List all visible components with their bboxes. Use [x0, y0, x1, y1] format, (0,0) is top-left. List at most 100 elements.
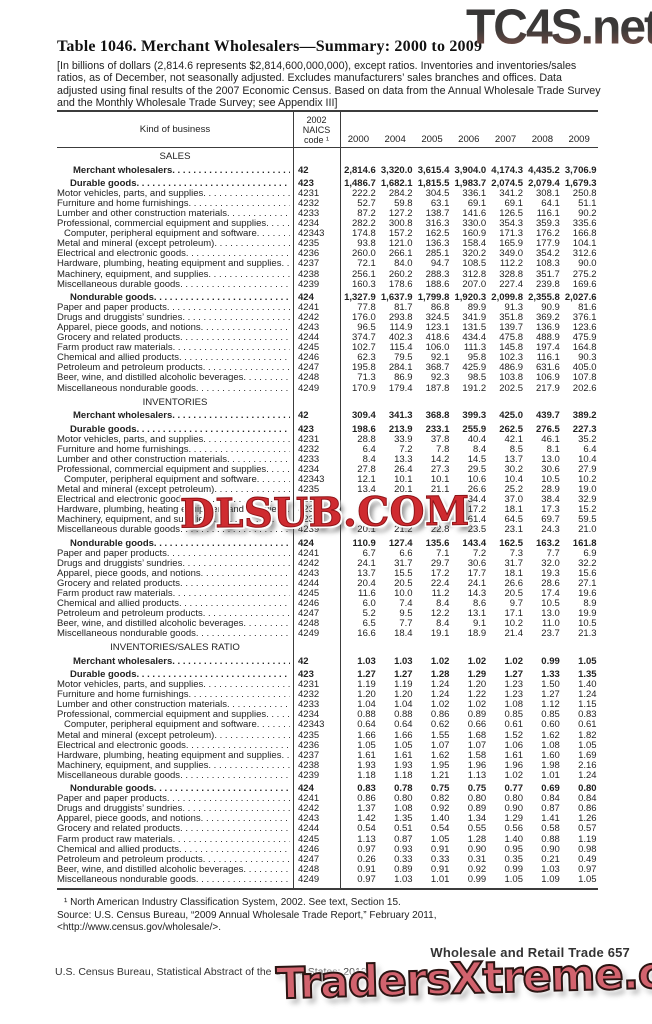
value-cell: 28.8: [357, 433, 376, 445]
value-cell: 202.5: [499, 382, 523, 394]
value-cells: 1.42 1.35 1.40 1.34 1.29 1.41 1.26: [340, 814, 598, 824]
value-cell: 18.1: [504, 504, 523, 516]
row-label-wrap: Computer, peripheral equipment and softw…: [57, 720, 290, 730]
row-label: Lumber and other construction materials: [57, 454, 228, 465]
row-label-cell: Lumber and other construction materials: [57, 700, 293, 710]
value-cell: 308.1: [536, 188, 560, 200]
value-cell: 90.3: [578, 352, 597, 364]
naics-code-cell: 4245: [298, 587, 320, 599]
value-cells: 1.19 1.19 1.24 1.20 1.23 1.50 1.40: [340, 680, 598, 690]
naics-code-cell: 4247: [298, 362, 320, 374]
table-row: Miscellaneous durable goods423920.121.22…: [57, 525, 598, 535]
value-cell: 21.1: [430, 483, 450, 495]
row-label-wrap: Nondurable goods: [57, 293, 290, 303]
row-label-cell: Merchant wholesalers: [57, 657, 293, 667]
value-cell: 10.5: [541, 473, 560, 485]
value-cell: 262.5: [499, 423, 523, 435]
row-label-cell: Computer, peripheral equipment and softw…: [57, 720, 293, 730]
value-cell: 21.4: [504, 628, 523, 640]
row-label-wrap: Beer, wine, and distilled alcoholic beve…: [57, 865, 290, 875]
value-cells: 77.8 81.7 86.8 89.9 91.3 90.9 81.6: [340, 303, 598, 313]
row-label-wrap: Durable goods: [57, 425, 290, 435]
value-cell: 18.1: [504, 567, 523, 579]
value-cells: 72.1 84.0 94.7 108.5 112.2 108.3 90.0: [340, 259, 598, 269]
value-cell: 22.8: [430, 524, 450, 536]
table-row: Nondurable goods4240.830.780.750.750.770…: [57, 784, 598, 794]
table-row: Metal and mineral (except petroleum) 4235…: [57, 729, 598, 741]
value-cell: 1.03: [394, 873, 413, 885]
row-label: Hardware, plumbing, heating equipment an…: [57, 750, 282, 761]
row-label-wrap: Furniture and home furnishings: [57, 690, 290, 700]
table-row: Merchant wholesalers 42 309.4 341.3 368.8 399…: [57, 411, 598, 421]
row-label-wrap: Merchant wholesalers: [57, 411, 290, 421]
row-label: Miscellaneous durable goods: [57, 525, 181, 536]
table-row: Miscellaneous nondurable goods 4249 16.6 18…: [57, 629, 598, 639]
row-label-cell: Furniture and home furnishings: [57, 445, 293, 455]
value-cell: 1.41: [541, 813, 560, 825]
value-cell: 335.6: [572, 218, 597, 230]
table-row: Miscellaneous durable goods 4239 160.3 178.…: [57, 278, 598, 290]
table-row: Miscellaneous nondurable goods4249170.91…: [57, 382, 598, 394]
year-headers: 2000 2004 2005 2006 2007 2008 2009: [340, 112, 598, 147]
value-cell: 104.1: [572, 238, 597, 250]
naics-code-cell: 4238: [298, 759, 320, 771]
row-label: Furniture and home furnishings: [57, 199, 189, 210]
row-label-cell: Petroleum and petroleum products: [57, 609, 293, 619]
row-label-wrap: Durable goods: [57, 179, 290, 189]
value-cell: 1.93: [357, 759, 376, 771]
value-cell: 121.0: [388, 238, 413, 250]
value-cell: 1.96: [467, 759, 487, 771]
source-note: Source: U.S. Census Bureau, “2009 Annual…: [57, 909, 437, 934]
value-cell: 30.6: [541, 463, 560, 475]
value-cells: 13.7 15.5 17.2 17.7 18.1 19.3 15.6: [340, 567, 598, 579]
value-cell: 15.5: [394, 567, 413, 579]
row-label-wrap: Machinery, equipment, and supplies: [57, 270, 290, 280]
value-cell: 425.9: [462, 362, 487, 374]
value-cells: 1.27 1.27 1.28 1.29 1.27 1.33 1.35: [340, 670, 598, 680]
naics-code-cell: 4243: [298, 567, 320, 579]
value-cell: 143.4: [462, 537, 487, 549]
value-cell: 90.0: [578, 258, 597, 270]
value-cell: 239.8: [536, 278, 560, 290]
row-label: Hardware, plumbing, heating equipment an…: [57, 505, 282, 516]
naics-code-cell: 4245: [298, 342, 320, 354]
value-cell: 1.60: [541, 749, 560, 761]
row-label-cell: Miscellaneous nondurable goods: [57, 384, 293, 394]
value-cell: 222.2: [352, 188, 376, 200]
row-label-wrap: Beer, wine, and distilled alcoholic beve…: [57, 619, 290, 629]
row-label: Chemical and allied products: [57, 598, 179, 609]
table-row: Farm product raw materials42451.130.871.…: [57, 833, 598, 845]
row-label-cell: Professional, commercial equipment and s…: [57, 710, 293, 720]
table-row: Lumber and other construction materials 4…: [57, 209, 598, 219]
row-label-cell: Merchant wholesalers: [57, 166, 293, 176]
dot-leader: [179, 845, 290, 855]
value-cell: 1.22: [467, 689, 487, 701]
value-cell: 139.7: [499, 322, 523, 334]
row-label: Farm product raw materials: [57, 834, 173, 845]
value-cell: 1.27: [357, 669, 376, 681]
value-cell: 1.66: [394, 729, 413, 741]
value-cell: 37.0: [504, 494, 523, 505]
dot-leader: [257, 475, 290, 485]
value-cell: 0.97: [357, 843, 376, 855]
value-cell: 0.82: [430, 793, 450, 805]
value-cell: 1.05: [394, 739, 413, 751]
value-cell: 0.87: [394, 833, 413, 845]
value-cell: 188.6: [425, 278, 450, 290]
value-cells: 1.04 1.04 1.02 1.02 1.08 1.12 1.15: [340, 700, 598, 710]
value-cell: 179.4: [388, 382, 413, 394]
table-row: Apparel, piece goods, and notions 4243 13.…: [57, 567, 598, 579]
value-cell: 1.62: [430, 749, 450, 761]
value-cell: 8.1: [546, 443, 560, 455]
value-cell: 0.84: [541, 793, 560, 805]
value-cell: 354.3: [499, 218, 523, 230]
value-cell: 1.05: [504, 873, 523, 885]
value-cell: 84.0: [394, 258, 413, 270]
value-cell: 28.6: [541, 577, 560, 589]
value-cells: 0.97 0.93 0.91 0.90 0.95 0.90 0.98: [340, 843, 598, 855]
value-cell: 166.8: [572, 228, 597, 240]
row-label-wrap: Paper and paper products: [57, 303, 290, 313]
value-cell: 368.8: [425, 410, 450, 422]
table-row: Furniture and home furnishings 4232 52.7 59…: [57, 199, 598, 209]
value-cell: 0.54: [430, 823, 450, 835]
